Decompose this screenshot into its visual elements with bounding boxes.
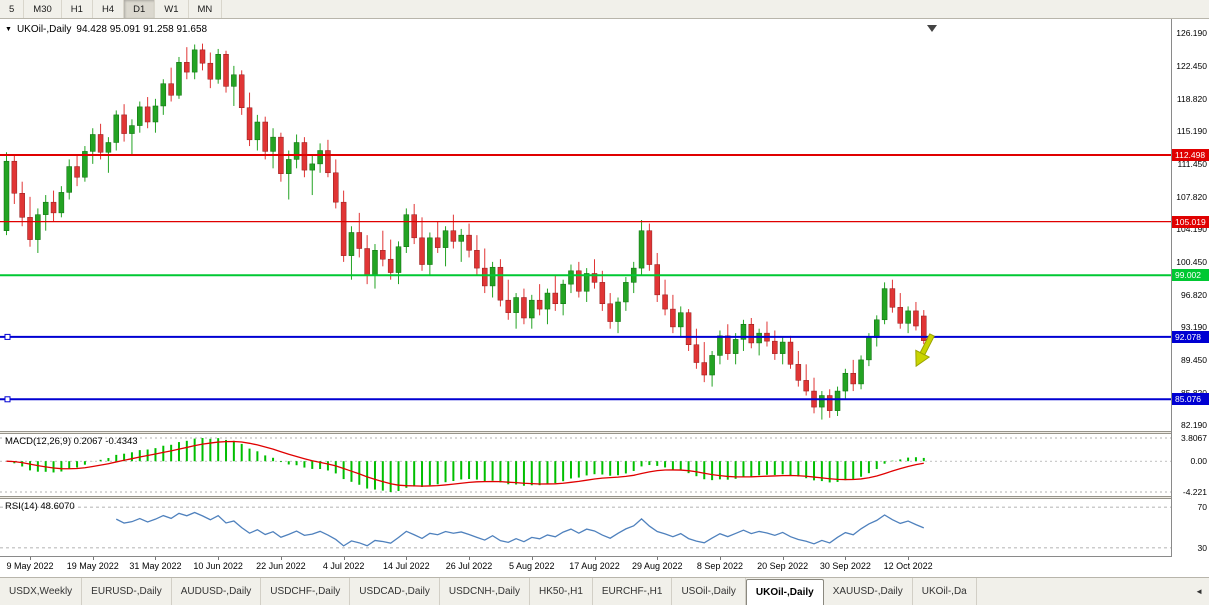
date-axis-label: 9 May 2022	[6, 561, 54, 571]
chart-tab-usdcnh-daily[interactable]: USDCNH-,Daily	[440, 578, 530, 605]
rsi-line	[115, 511, 925, 547]
date-tick-mark	[343, 557, 345, 560]
autoscroll-marker-icon	[927, 25, 937, 32]
time-axis: 9 May 2022 19 May 2022 31 May 2022 10 Jun 2…	[0, 557, 1171, 576]
date-axis-label: 12 Oct 2022	[883, 561, 933, 571]
axis-divider	[0, 556, 1209, 557]
macd-axis-label: 0.00	[1190, 456, 1207, 467]
date-tick-mark	[469, 557, 471, 560]
macd-panel[interactable]	[0, 434, 1171, 496]
price-axis-label: 82.190	[1181, 420, 1207, 430]
date-axis-label: 14 Jul 2022	[383, 561, 430, 571]
chart-tab-usdx-weekly[interactable]: USDX,Weekly	[0, 578, 83, 605]
timeframe-button-h4[interactable]: H4	[93, 0, 125, 18]
chart-tab-eurusd-daily[interactable]: EURUSD-,Daily	[82, 578, 172, 605]
date-tick-mark	[782, 557, 784, 560]
date-axis-label: 10 Jun 2022	[193, 561, 243, 571]
timeframe-button-mn[interactable]: MN	[189, 0, 223, 18]
panel-separator[interactable]	[0, 431, 1209, 434]
chart-tabs: USDX,Weekly EURUSD-,Daily AUDUSD-,Daily USD…	[0, 577, 1209, 605]
down-arrow-annotation[interactable]	[909, 332, 938, 370]
date-tick-mark	[845, 557, 847, 560]
hline-85-076[interactable]	[0, 396, 1171, 403]
timeframe-button-w1[interactable]: W1	[155, 0, 189, 18]
price-axis-label: 100.450	[1176, 257, 1207, 268]
price-axis-label: 126.190	[1176, 28, 1207, 38]
date-axis-label: 5 Aug 2022	[508, 561, 555, 571]
timeframe-button-5[interactable]: 5	[0, 0, 25, 18]
chart-tab-eurchf-h1[interactable]: EURCHF-,H1	[593, 578, 673, 605]
price-axis-label: 118.820	[1176, 93, 1207, 104]
date-tick-mark	[657, 557, 659, 560]
date-tick-mark	[30, 557, 32, 560]
price-axis-label: 111.450	[1177, 159, 1207, 170]
date-axis-label: 26 Jul 2022	[445, 561, 493, 571]
chart-tab-usoil-daily[interactable]: USOil-,Daily	[672, 578, 746, 605]
chart-tab-ukoil-da[interactable]: UKOil-,Da	[913, 578, 977, 605]
price-level-tag: 99.002	[1172, 269, 1209, 282]
chart-title: ▼ UKOil-,Daily 94.428 95.091 91.258 91.6…	[5, 24, 207, 35]
date-axis-label: 8 Sep 2022	[696, 561, 743, 571]
chart-tab-hk50-h1[interactable]: HK50-,H1	[530, 578, 593, 605]
hline-92-078[interactable]	[0, 333, 1171, 340]
date-axis-label: 22 Jun 2022	[256, 561, 306, 571]
date-tick-mark	[92, 557, 94, 560]
macd-axis-label: -4.221	[1182, 487, 1207, 497]
price-axis-label: 89.450	[1181, 355, 1207, 366]
price-axis-label: 107.820	[1176, 191, 1207, 202]
macd-signal-line	[6, 440, 924, 487]
date-axis-label: 30 Sep 2022	[819, 561, 871, 571]
date-tick-mark	[155, 557, 157, 560]
axis-divider-vertical	[1171, 19, 1172, 557]
date-axis-label: 19 May 2022	[66, 561, 119, 571]
date-tick-mark	[719, 557, 721, 560]
macd-axis-label: 3.8067	[1181, 433, 1207, 443]
tab-scroll-left-icon[interactable]: ◄	[1195, 587, 1203, 596]
price-axis-label: 115.190	[1176, 126, 1207, 136]
chart-tab-audusd-daily[interactable]: AUDUSD-,Daily	[172, 578, 262, 605]
chart-tab-ukoil-daily[interactable]: UKOil-,Daily	[745, 579, 824, 605]
timeframe-button-h1[interactable]: H1	[62, 0, 93, 18]
date-tick-mark	[594, 557, 596, 560]
chart-tab-usdchf-daily[interactable]: USDCHF-,Daily	[261, 578, 351, 605]
price-level-tag: 92.078	[1172, 330, 1209, 343]
price-axis-label: 104.190	[1176, 224, 1207, 234]
price-axis-label: 122.450	[1176, 61, 1207, 72]
price-chart[interactable]	[0, 19, 1171, 431]
chart-symbol-period: UKOil-,Daily	[16, 24, 72, 35]
rsi-panel[interactable]	[0, 499, 1171, 556]
price-axis-label: 93.190	[1181, 322, 1207, 332]
macd-histogram	[13, 438, 925, 492]
panel-separator[interactable]	[0, 496, 1209, 499]
rsi-axis-label: 70	[1197, 502, 1207, 513]
chart-tab-usdcad-daily[interactable]: USDCAD-,Daily	[350, 578, 440, 605]
timeframe-button-d1[interactable]: D1	[124, 0, 156, 18]
date-axis-label: 20 Sep 2022	[757, 561, 809, 571]
chart-ohlc-readout: 94.428 95.091 91.258 91.658	[76, 24, 208, 35]
date-tick-mark	[908, 557, 910, 560]
date-axis-label: 29 Aug 2022	[631, 561, 683, 571]
date-axis-label: 17 Aug 2022	[569, 561, 620, 571]
date-tick-mark	[531, 557, 533, 560]
timeframe-button-m30[interactable]: M30	[24, 0, 62, 18]
price-axis-label: 96.820	[1181, 289, 1207, 300]
macd-label: MACD(12,26,9) 0.2067 -0.4343	[5, 436, 138, 447]
rsi-axis-label: 30	[1197, 542, 1207, 553]
symbol-dropdown-icon[interactable]: ▼	[5, 25, 12, 33]
price-axis: 126.190 122.450 118.820 115.190 111.450 107.8…	[1172, 19, 1209, 557]
rsi-label: RSI(14) 48.6070	[5, 501, 75, 512]
price-level-tag: 112.498	[1172, 148, 1209, 161]
date-tick-mark	[280, 557, 282, 560]
price-level-tag: 85.076	[1172, 393, 1209, 406]
timeframe-toolbar: 5 M30 H1 H4 D1 W1 MN	[0, 0, 1209, 19]
candlestick-series	[3, 43, 927, 420]
date-axis-label: 4 Jul 2022	[322, 561, 365, 571]
price-axis-label: 85.820	[1181, 388, 1207, 398]
price-level-tag: 105.019	[1172, 215, 1209, 228]
chart-tab-xauusd-daily[interactable]: XAUUSD-,Daily	[824, 578, 913, 605]
date-axis-label: 31 May 2022	[129, 561, 182, 571]
date-tick-mark	[218, 557, 220, 560]
date-tick-mark	[406, 557, 408, 560]
